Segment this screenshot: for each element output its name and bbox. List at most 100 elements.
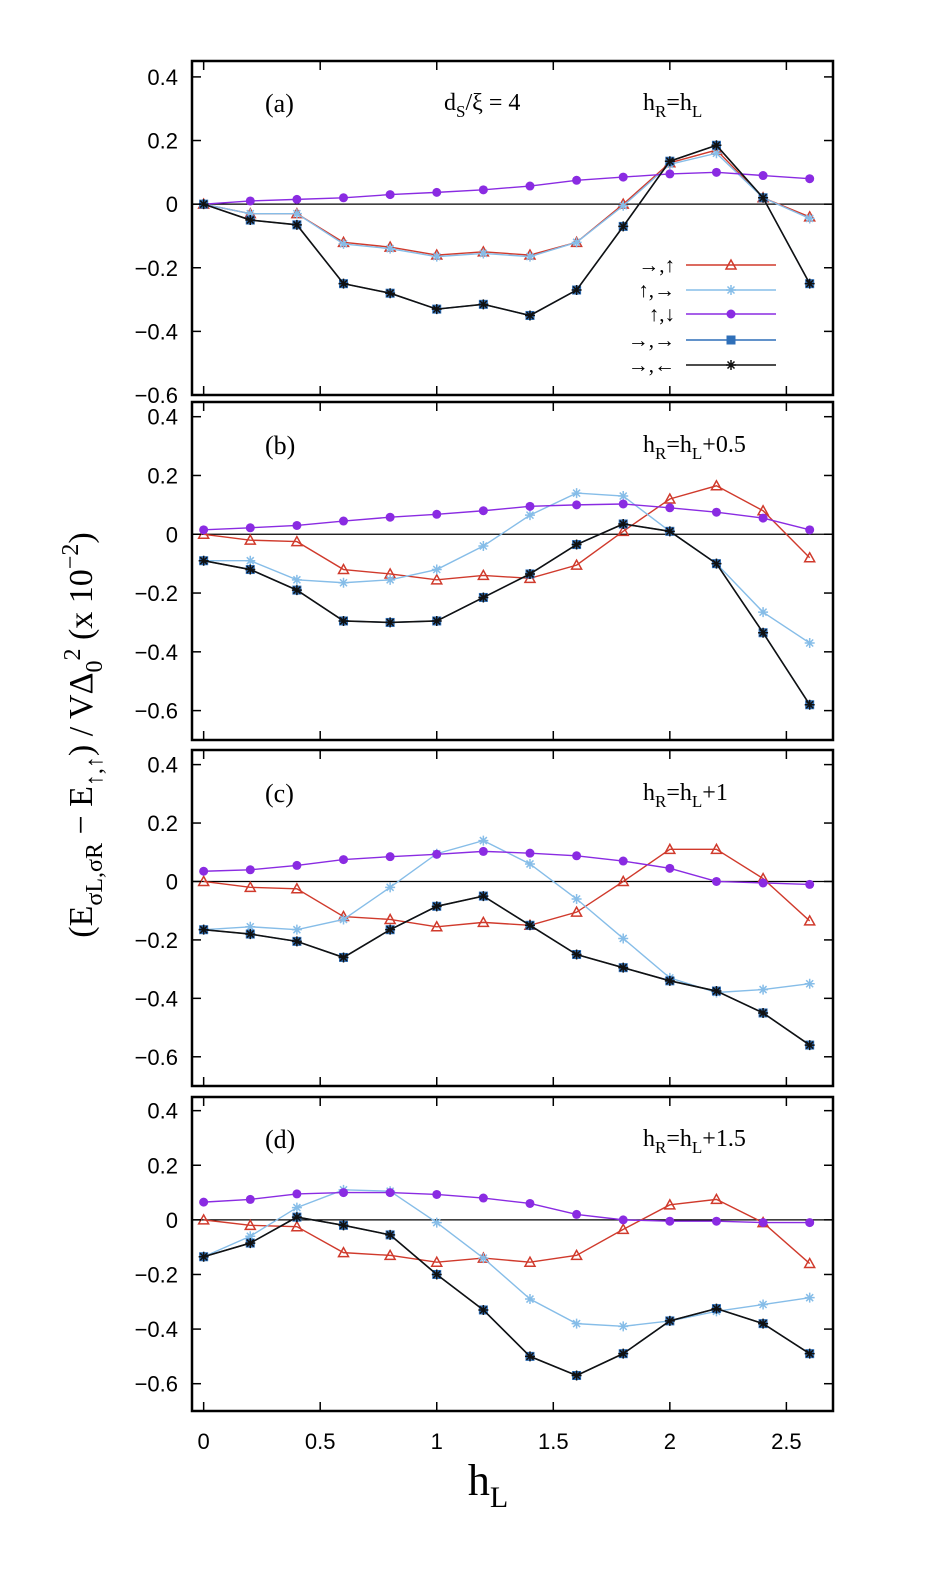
xtick-label-3: 1.5 bbox=[538, 1429, 569, 1454]
panel-c-label: (c) bbox=[265, 779, 294, 808]
panel-d-point-s1 bbox=[197, 1213, 210, 1225]
panel-b-point-s1 bbox=[430, 573, 444, 585]
panel-a-point-s5 bbox=[804, 278, 815, 289]
panel-b-point-s5 bbox=[804, 699, 815, 710]
panel-c-point-s1 bbox=[710, 842, 723, 855]
panel-c-point-s2 bbox=[571, 894, 582, 905]
panel-c-point-s2 bbox=[758, 984, 769, 995]
panel-a-point-s5 bbox=[478, 299, 489, 310]
panel-b-frame bbox=[190, 400, 835, 742]
panel-b-point-s3 bbox=[199, 525, 209, 535]
panel-b-point-s2 bbox=[758, 607, 769, 618]
panel-c-point-s3 bbox=[432, 849, 442, 859]
panel-d-point-s5 bbox=[198, 1251, 209, 1262]
panel-c-point-s5 bbox=[804, 1040, 815, 1051]
panel-c-series-line-s1 bbox=[203, 848, 811, 928]
panel-c-point-s2 bbox=[245, 921, 256, 932]
panel-d-point-s3 bbox=[245, 1194, 255, 1204]
panel-d-point-s3 bbox=[711, 1216, 721, 1226]
panel-c-point-s1 bbox=[197, 874, 210, 887]
panel-c-point-s1 bbox=[477, 915, 490, 928]
panel-d-point-s3 bbox=[572, 1209, 582, 1219]
panel-a-series-line-s5 bbox=[203, 144, 811, 317]
legend-marker-s3 bbox=[726, 309, 736, 319]
panel-b-point-s5 bbox=[245, 564, 256, 575]
panel-c-ytick-label: −0.6 bbox=[135, 1045, 178, 1070]
panel-b-point-s2 bbox=[618, 491, 629, 502]
panel-d-point-s3 bbox=[339, 1188, 349, 1198]
panel-b-point-s5 bbox=[664, 526, 675, 537]
panel-d-point-s1 bbox=[337, 1246, 350, 1258]
panel-b-point-s1 bbox=[803, 551, 816, 563]
panel-b-point-s2 bbox=[478, 541, 489, 552]
panel-d-point-s2 bbox=[245, 1231, 256, 1242]
panel-c-point-s1 bbox=[430, 920, 444, 932]
panel-d-xticks: 0 0.5 1 1.5 2 2.5 bbox=[198, 1429, 802, 1454]
panel-b-ytick-label: −0.6 bbox=[135, 699, 178, 724]
panel-b-ytick-label: 0.4 bbox=[147, 405, 178, 430]
panel-a-ytick-label: 0 bbox=[166, 192, 178, 217]
panel-d-point-s3 bbox=[199, 1197, 209, 1207]
panel-c-point-s3 bbox=[805, 879, 815, 889]
panel-a-point-s2 bbox=[711, 148, 722, 159]
panel-d-point-s3 bbox=[478, 1193, 488, 1203]
panel-b-point-s5 bbox=[198, 555, 209, 566]
panel-c-series-line-s3 bbox=[203, 850, 810, 886]
panel-c-point-s2 bbox=[338, 914, 349, 925]
panel-a-point-s5 bbox=[758, 192, 769, 203]
panel-d-series-line-s1 bbox=[203, 1198, 811, 1265]
panel-d-point-s5 bbox=[758, 1318, 769, 1329]
panel-c-point-s5 bbox=[478, 891, 489, 902]
panel-a-point-s2 bbox=[524, 251, 535, 262]
panel-a-point-s3 bbox=[665, 169, 675, 179]
panel-d-point-s1 bbox=[243, 1218, 257, 1231]
panel-a-point-s5 bbox=[198, 199, 209, 210]
panel-d-point-s5 bbox=[524, 1351, 535, 1362]
panel-c-point-s3 bbox=[385, 852, 395, 862]
panel-c-point-s5 bbox=[618, 962, 629, 973]
panel-d-point-s5 bbox=[711, 1303, 722, 1314]
panel-a-series-line-s2 bbox=[203, 152, 810, 258]
panel-b-ytick-label: 0 bbox=[166, 522, 178, 547]
panel-c-point-s1 bbox=[570, 905, 583, 917]
panel-a-point-s2 bbox=[571, 237, 582, 248]
panel-a-ytick-label: 0.2 bbox=[147, 129, 178, 154]
panel-a-point-s5 bbox=[385, 288, 396, 299]
panel-c-point-s5 bbox=[198, 924, 209, 935]
panel-d-point-s1 bbox=[523, 1255, 537, 1267]
panel-a-point-s5 bbox=[338, 278, 349, 289]
panel-d-ytick-label: 0.2 bbox=[147, 1153, 178, 1178]
panel-b-series-line-s1 bbox=[203, 485, 811, 581]
panel-d-label: (d) bbox=[265, 1125, 295, 1154]
panel-a-point-s5 bbox=[524, 310, 535, 321]
panel-c-point-s5 bbox=[524, 920, 535, 931]
panel-d-point-s5 bbox=[478, 1304, 489, 1315]
panel-a-point-s2 bbox=[291, 208, 302, 219]
panel-d-point-s1 bbox=[430, 1255, 444, 1267]
panel-c-point-s1 bbox=[243, 880, 257, 893]
panel-b-point-s2 bbox=[385, 574, 396, 585]
panel-d-point-s5 bbox=[431, 1269, 442, 1280]
panel-d-point-s5 bbox=[664, 1315, 675, 1326]
panel-c-yticks: 0.4 0.2 0 −0.2 −0.4 −0.6 bbox=[135, 753, 833, 1070]
panel-d-point-s3 bbox=[758, 1218, 768, 1228]
panel-a-point-s5 bbox=[571, 285, 582, 296]
panel-a-point-s3 bbox=[478, 185, 488, 195]
panel-a-point-s3 bbox=[758, 171, 768, 181]
panel-d-point-s1 bbox=[570, 1248, 583, 1261]
panel-b-point-s5 bbox=[291, 585, 302, 596]
panel-b: (b) hR=hL+0.5 0.4 0.2 0 −0.2 −0.4 −0.6 bbox=[135, 400, 835, 742]
panel-c-point-s3 bbox=[711, 876, 721, 886]
panel-d-point-s2 bbox=[524, 1294, 535, 1305]
panel-d-point-s5 bbox=[385, 1229, 396, 1240]
panel-b-ytick-label: −0.4 bbox=[135, 640, 178, 665]
panel-b-point-s1 bbox=[290, 535, 304, 547]
legend: →,↑↑,→↑,↓→,→→,← bbox=[628, 253, 776, 377]
panel-d-series-line-s4 bbox=[203, 1216, 811, 1377]
panel-c-ytick-label: 0 bbox=[166, 869, 178, 894]
panel-d-ytick-label: −0.4 bbox=[135, 1317, 178, 1342]
panel-d-point-s5 bbox=[338, 1220, 349, 1231]
panel-d-point-s2 bbox=[571, 1318, 582, 1329]
panel-c-point-s3 bbox=[478, 846, 488, 856]
panel-c-ytick-label: 0.4 bbox=[147, 753, 178, 778]
